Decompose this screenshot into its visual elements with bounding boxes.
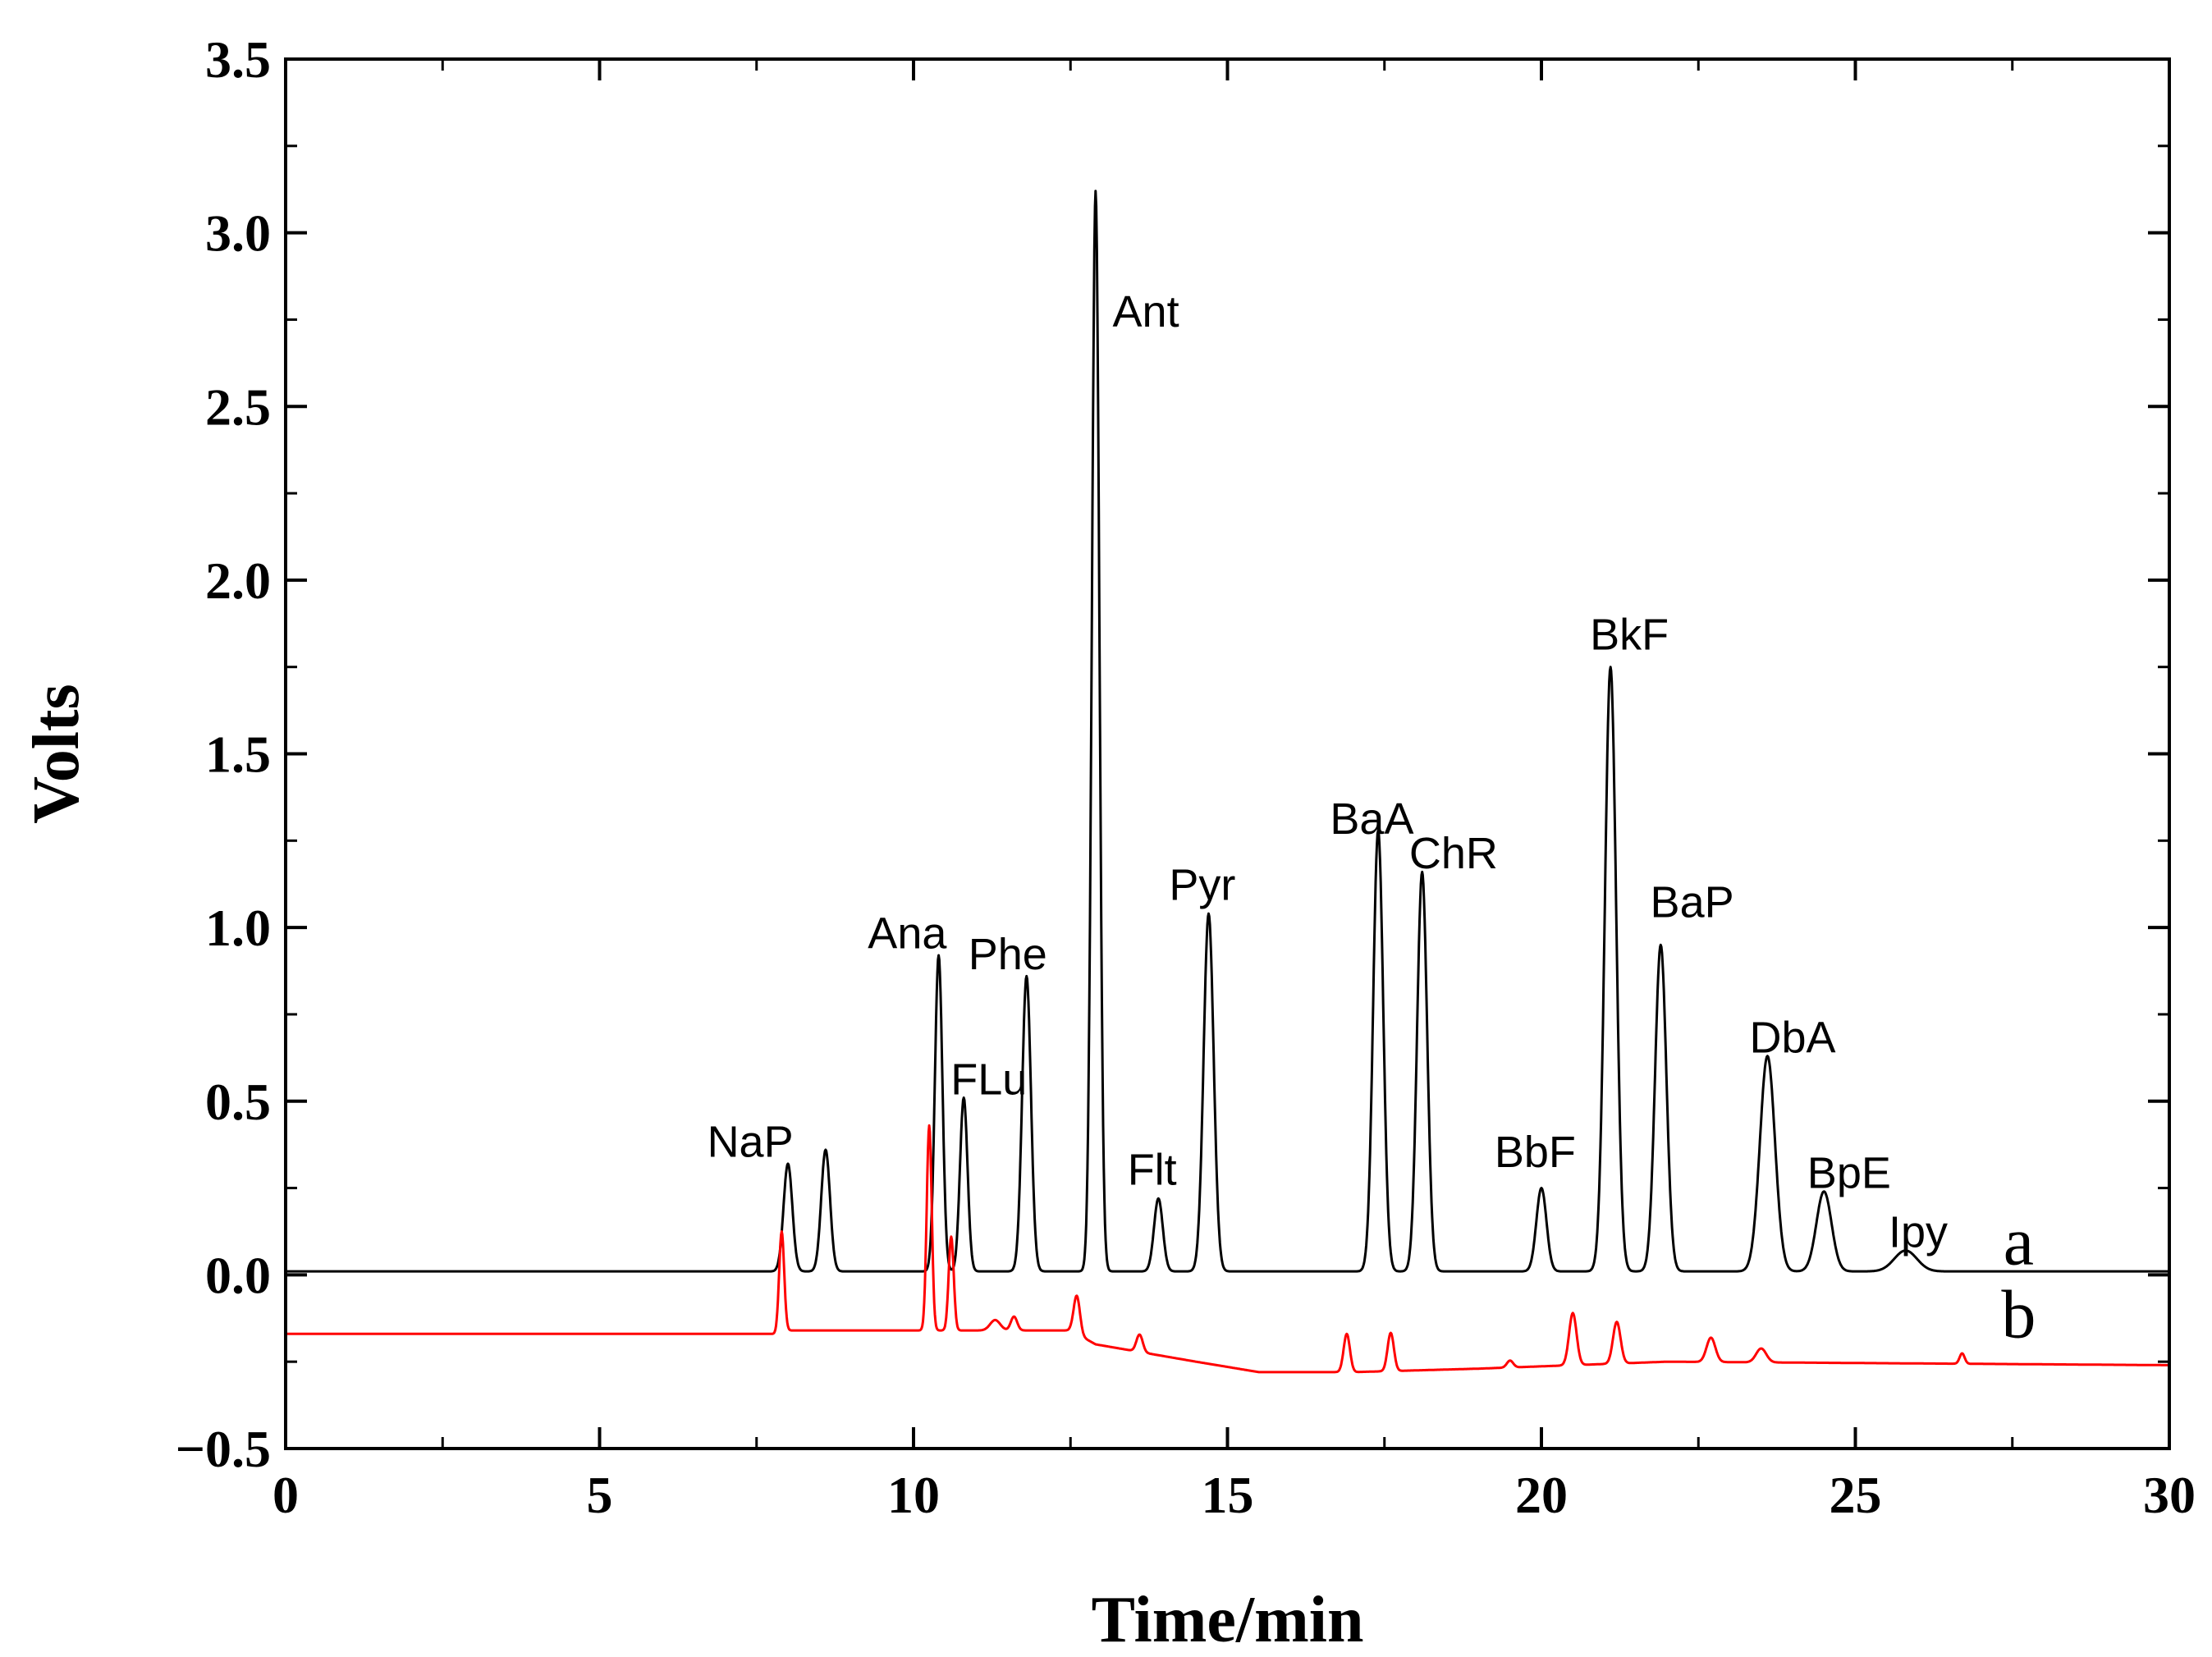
peak-label-chr: ChR	[1409, 829, 1498, 878]
trace-label-b: b	[2001, 1277, 2036, 1353]
trace-label-a: a	[2004, 1204, 2034, 1280]
peak-label-ant: Ant	[1113, 287, 1179, 336]
x-tick-label: 20	[1515, 1466, 1568, 1524]
peak-label-bbf: BbF	[1495, 1128, 1576, 1177]
x-tick-label: 30	[2143, 1466, 2196, 1524]
peak-label-pyr: Pyr	[1169, 860, 1235, 909]
peak-label-dba: DbA	[1749, 1013, 1835, 1062]
peak-label-baa: BaA	[1330, 794, 1413, 844]
y-tick-label: 2.0	[205, 552, 271, 610]
peak-label-flt: Flt	[1128, 1145, 1177, 1194]
x-tick-label: 25	[1830, 1466, 1882, 1524]
y-axis-title: Volts	[21, 684, 93, 823]
chromatogram-traces	[285, 190, 2170, 1374]
x-tick-label: 0	[272, 1466, 299, 1524]
y-tick-label: 0.0	[205, 1246, 271, 1304]
x-axis-ticks: 0 5 10 15 20 25 30	[272, 59, 2196, 1524]
trace-b	[285, 1124, 2170, 1374]
peak-label-bap: BaP	[1651, 877, 1734, 927]
plot-area-frame	[284, 57, 2171, 1450]
y-tick-label: 3.0	[205, 204, 271, 263]
y-axis-ticks: −0.5 0.0 0.5 1.0 1.5 2.0 2.5 3.0 3.5	[176, 30, 2169, 1478]
x-axis-title: Time/min	[1092, 1584, 1364, 1656]
y-tick-label: 0.5	[205, 1073, 271, 1131]
y-tick-label: 1.0	[205, 899, 271, 957]
peak-label-nap: NaP	[708, 1117, 794, 1166]
x-tick-label: 10	[887, 1466, 940, 1524]
peak-label-bpe: BpE	[1807, 1149, 1891, 1198]
peak-label-ana: Ana	[868, 909, 947, 959]
trace-a	[285, 190, 2170, 1273]
y-tick-label: −0.5	[176, 1420, 271, 1478]
y-tick-label: 1.5	[205, 726, 271, 784]
peak-label-phe: Phe	[969, 930, 1047, 979]
peak-label-bkf: BkF	[1590, 611, 1669, 660]
x-tick-label: 5	[587, 1466, 613, 1524]
y-tick-label: 2.5	[205, 378, 271, 436]
peak-label-flu: FLu	[950, 1055, 1027, 1104]
y-tick-label: 3.5	[205, 30, 271, 89]
peak-label-ipy: Ipy	[1889, 1208, 1948, 1257]
x-tick-label: 15	[1202, 1466, 1254, 1524]
